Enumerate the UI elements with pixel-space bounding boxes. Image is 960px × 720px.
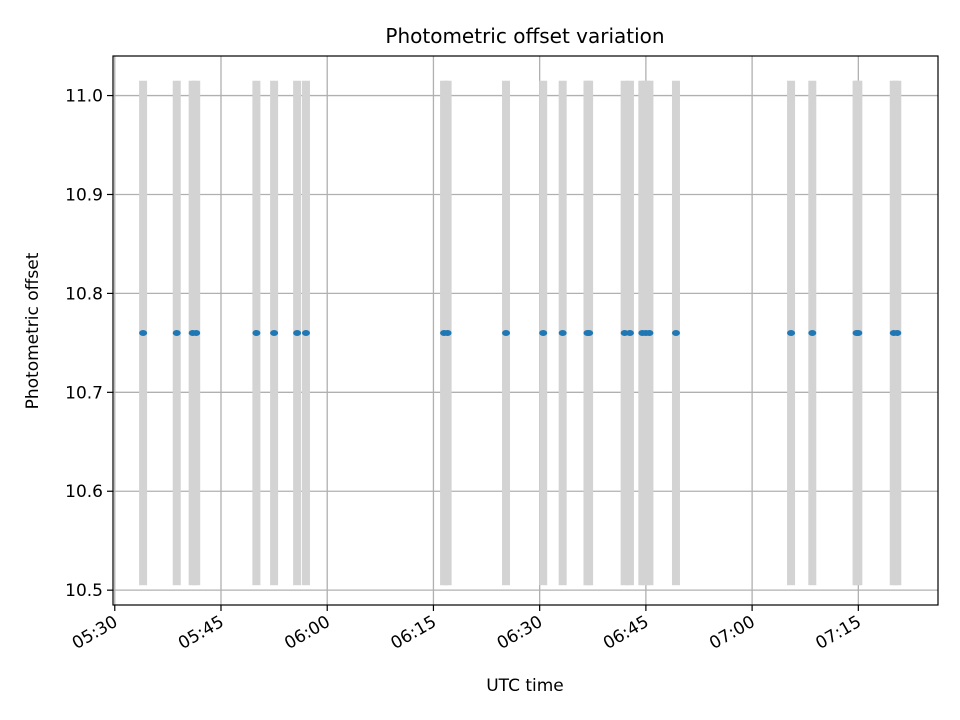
plot-frame bbox=[112, 55, 939, 606]
y-tick-label: 10.7 bbox=[65, 383, 103, 403]
data-point bbox=[502, 329, 511, 336]
y-axis-label: Photometric offset bbox=[23, 252, 43, 409]
data-point bbox=[139, 329, 148, 336]
data-point bbox=[270, 329, 279, 336]
data-point bbox=[172, 329, 181, 336]
data-point bbox=[585, 329, 594, 336]
data-point bbox=[192, 329, 201, 336]
data-point bbox=[558, 329, 567, 336]
chart-title: Photometric offset variation bbox=[385, 24, 664, 48]
data-point bbox=[787, 329, 796, 336]
data-point bbox=[645, 329, 654, 336]
data-point bbox=[539, 329, 548, 336]
data-point bbox=[893, 329, 902, 336]
data-point bbox=[625, 329, 634, 336]
data-point bbox=[671, 329, 680, 336]
data-point bbox=[854, 329, 863, 336]
data-point bbox=[252, 329, 261, 336]
data-point bbox=[301, 329, 310, 336]
data-points bbox=[139, 329, 902, 336]
y-tick-label: 10.9 bbox=[65, 185, 103, 205]
data-point bbox=[443, 329, 452, 336]
y-tick-label: 10.8 bbox=[65, 284, 103, 304]
x-axis-label: UTC time bbox=[486, 676, 564, 696]
y-tick-label: 10.6 bbox=[65, 482, 103, 502]
y-tick-label: 11.0 bbox=[65, 87, 103, 107]
data-point bbox=[808, 329, 817, 336]
data-point bbox=[293, 329, 302, 336]
y-tick-label: 10.5 bbox=[65, 581, 103, 601]
